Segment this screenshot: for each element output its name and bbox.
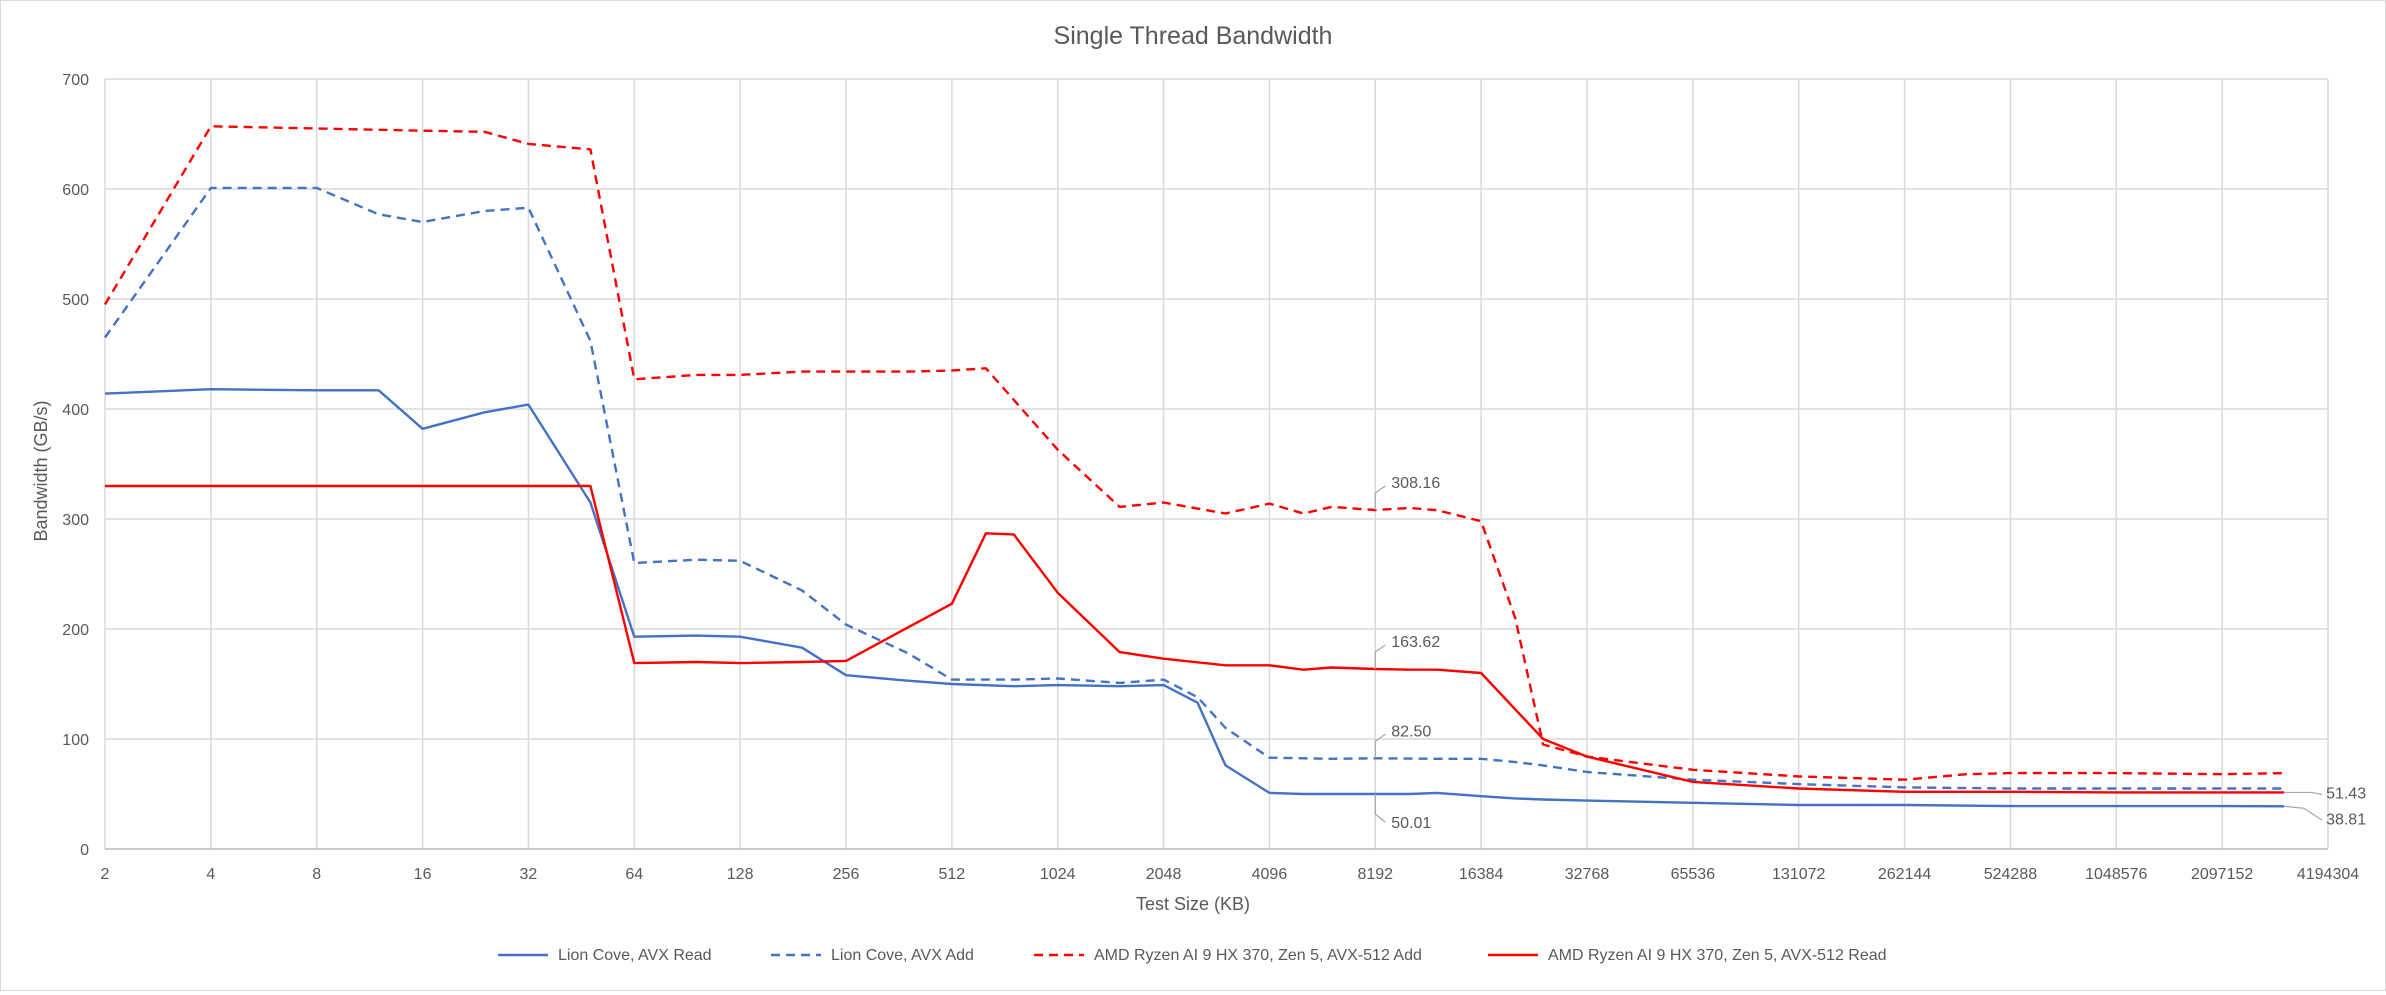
x-tick-label: 8 — [312, 866, 321, 883]
x-tick-label: 65536 — [1671, 866, 1716, 883]
y-tick-label: 500 — [62, 292, 89, 309]
x-tick-label: 262144 — [1878, 866, 1931, 883]
axes: 0 100 200 300 400 500 600 700 2 4 8 16 32 64 128 256 512… — [62, 72, 2359, 883]
x-tick-label: 2048 — [1146, 866, 1182, 883]
data-label: 51.43 — [2326, 785, 2366, 802]
x-tick-label: 512 — [939, 866, 966, 883]
x-tick-label: 2 — [101, 866, 110, 883]
y-tick-label: 200 — [62, 622, 89, 639]
series-line-2 — [104, 186, 2285, 790]
x-axis-title: Test Size (KB) — [1136, 894, 1250, 914]
x-tick-label: 4 — [206, 866, 215, 883]
legend-label-2: Lion Cove, AVX Add — [831, 947, 974, 964]
series-line-3 — [103, 125, 2285, 781]
x-tick-label: 1048576 — [2085, 866, 2147, 883]
x-tick-label: 16 — [414, 866, 432, 883]
data-label: 308.16 — [1391, 475, 1440, 492]
annotation-leader — [2284, 791, 2323, 796]
y-tick-label: 100 — [62, 732, 89, 749]
x-tick-label: 1024 — [1040, 866, 1076, 883]
legend-label-4: AMD Ryzen AI 9 HX 370, Zen 5, AVX-512 Re… — [1548, 947, 1887, 964]
y-axis-title: Bandwidth (GB/s) — [31, 400, 51, 541]
x-tick-label: 16384 — [1459, 866, 1504, 883]
data-label: 38.81 — [2326, 811, 2366, 828]
x-tick-label: 32768 — [1565, 866, 1610, 883]
x-tick-label: 4194304 — [2297, 866, 2359, 883]
y-tick-label: 700 — [62, 72, 89, 89]
x-tick-label: 64 — [625, 866, 643, 883]
x-tick-label: 32 — [520, 866, 538, 883]
data-label: 82.50 — [1391, 723, 1431, 740]
y-tick-label: 300 — [62, 512, 89, 529]
chart-title: Single Thread Bandwidth — [1054, 22, 1333, 50]
annotation-leader — [1374, 793, 1386, 823]
y-tick-label: 0 — [80, 842, 89, 859]
x-tick-label: 131072 — [1772, 866, 1825, 883]
legend-label-1: Lion Cove, AVX Read — [558, 947, 712, 964]
data-label: 163.62 — [1391, 634, 1440, 651]
annotation-leader — [2284, 805, 2323, 821]
gridlines — [104, 78, 2329, 850]
x-tick-label: 8192 — [1357, 866, 1393, 883]
data-annotations: 308.16 163.62 82.50 50.01 51.43 38.81 — [1374, 475, 2366, 832]
legend: Lion Cove, AVX Read Lion Cove, AVX Add AMD… — [498, 947, 1887, 964]
annotation-leader — [1374, 733, 1386, 759]
annotation-leader — [1374, 485, 1386, 511]
data-label: 50.01 — [1391, 815, 1431, 832]
series-line-1 — [104, 388, 2285, 808]
y-tick-label: 600 — [62, 182, 89, 199]
x-tick-label: 128 — [727, 866, 754, 883]
annotation-leader — [1374, 644, 1386, 670]
series-line-4 — [105, 484, 2285, 794]
x-tick-label: 524288 — [1984, 866, 2037, 883]
series-lines — [103, 125, 2285, 808]
legend-label-3: AMD Ryzen AI 9 HX 370, Zen 5, AVX-512 Ad… — [1094, 947, 1422, 964]
x-tick-label: 256 — [833, 866, 860, 883]
x-tick-label: 2097152 — [2191, 866, 2253, 883]
x-tick-label: 4096 — [1252, 866, 1288, 883]
y-tick-label: 400 — [62, 402, 89, 419]
